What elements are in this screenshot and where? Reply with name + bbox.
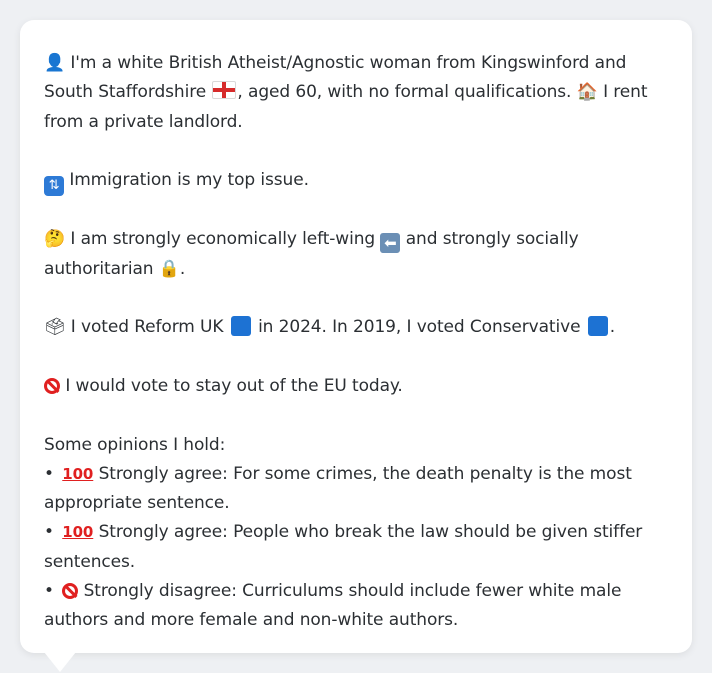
period: . <box>609 317 616 338</box>
top-issue-text: Immigration is my top issue. <box>69 170 309 191</box>
spacer <box>44 196 670 225</box>
passport-control-icon: ⇅ <box>44 176 64 197</box>
spacer <box>44 137 670 166</box>
eu-text: I would vote to stay out of the EU today… <box>65 375 403 396</box>
opinion-item: • 100 Strongly agree: People who break t… <box>44 522 643 572</box>
social-text: and strongly socially authoritarian <box>44 229 579 279</box>
opinion-text: Curriculums should include fewer white m… <box>44 581 622 631</box>
period: . <box>179 258 186 279</box>
ideology-paragraph: 🤔 I am strongly economically left-wing ⬅… <box>44 225 670 284</box>
opinion-text: For some crimes, the death penalty is th… <box>44 463 632 514</box>
prohibited-icon <box>44 377 60 394</box>
blue-square-icon <box>587 316 608 337</box>
opinion-prefix: Strongly disagree: <box>83 581 237 602</box>
england-flag-icon <box>212 81 237 100</box>
spacer <box>44 284 670 313</box>
opinion-text: People who break the law should be given… <box>44 522 643 572</box>
house-icon: 🏠 <box>576 82 598 103</box>
age-text: , aged 60, with no formal qualifications… <box>237 82 572 103</box>
speech-bubble-tail <box>44 652 76 672</box>
vote-2019-text: in 2024. In 2019, I voted Conservative <box>258 317 581 338</box>
voting-paragraph: 🗳 I voted Reform UK in 2024. In 2019, I … <box>44 313 670 342</box>
spacer <box>44 401 670 430</box>
vote-2024-text: I voted Reform UK <box>70 317 224 338</box>
demographics-paragraph: 👤 I'm a white British Atheist/Agnostic w… <box>44 49 670 137</box>
persona-card: 👤 I'm a white British Atheist/Agnostic w… <box>20 20 692 653</box>
opinion-prefix: Strongly agree: <box>98 522 228 543</box>
thinking-face-icon: 🤔 <box>44 229 66 250</box>
left-arrow-icon: ⬅ <box>380 233 401 254</box>
prohibited-icon <box>62 583 79 600</box>
opinion-prefix: Strongly agree: <box>98 463 228 484</box>
housing-text: I rent from a private landlord. <box>44 82 648 132</box>
blue-square-icon <box>230 316 251 337</box>
hundred-points-icon: 100 <box>62 523 94 542</box>
opinion-item: • Strongly disagree: Curriculums should … <box>44 581 622 631</box>
demographics-text: I'm a white British Atheist/Agnostic wom… <box>44 53 627 103</box>
person-silhouette-icon: 👤 <box>44 53 66 73</box>
hundred-points-icon: 100 <box>62 464 94 483</box>
ballot-box-icon: 🗳 <box>44 317 66 338</box>
lock-icon: 🔒 <box>158 258 180 279</box>
opinions-heading: Some opinions I hold: <box>44 434 226 455</box>
eu-paragraph: I would vote to stay out of the EU today… <box>44 372 670 401</box>
economic-text: I am strongly economically left-wing <box>70 229 376 250</box>
opinion-item: • 100 Strongly agree: For some crimes, t… <box>44 463 632 514</box>
top-issue-paragraph: ⇅ Immigration is my top issue. <box>44 166 670 197</box>
spacer <box>44 343 670 372</box>
